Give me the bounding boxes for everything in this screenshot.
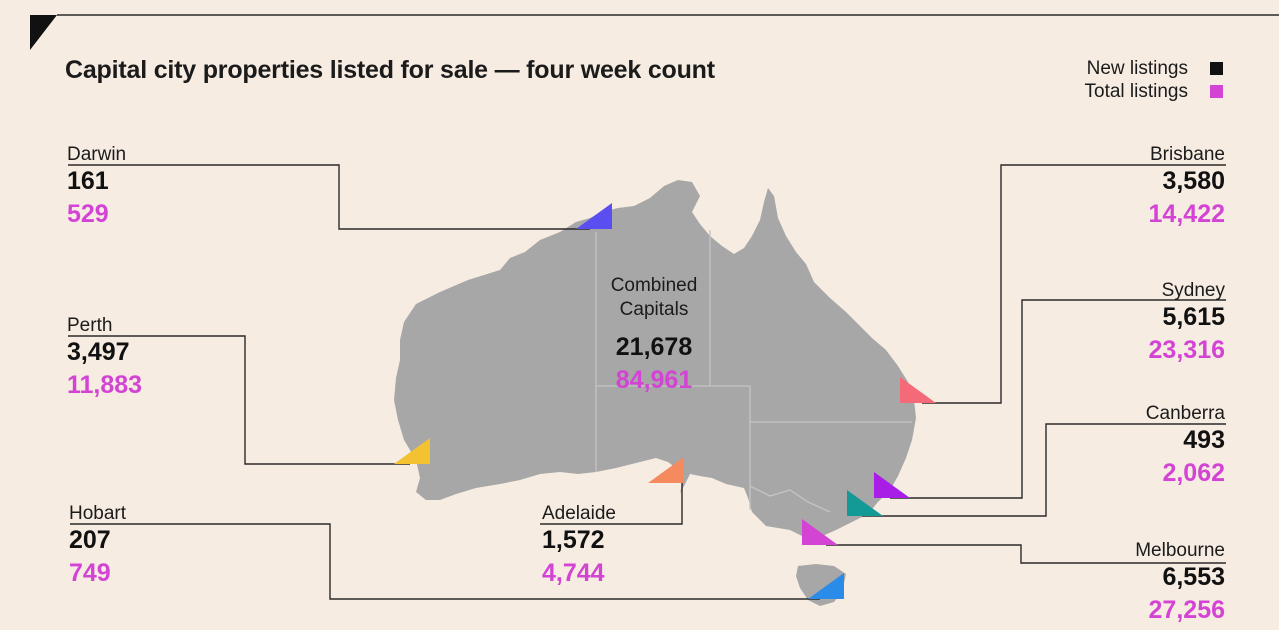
- city-new-value: 493: [1183, 426, 1225, 454]
- city-total-value: 529: [67, 200, 109, 228]
- city-name: Canberra: [1145, 403, 1225, 424]
- combined-new-value: 21,678: [615, 333, 693, 361]
- city-total-value: 4,744: [542, 559, 605, 587]
- city-total-value: 14,422: [1148, 200, 1225, 228]
- mainland-australia: [394, 180, 916, 538]
- city-total-value: 2,062: [1162, 459, 1225, 487]
- sydney-marker: [874, 472, 910, 498]
- city-name: Melbourne: [1135, 540, 1225, 561]
- city-new-value: 3,580: [1162, 167, 1225, 195]
- state-borders: [595, 230, 912, 513]
- city-new-value: 6,553: [1162, 563, 1225, 591]
- canberra-marker: [847, 490, 883, 516]
- city-perth: Perth 3,497 11,883: [67, 316, 142, 398]
- city-name: Brisbane: [1150, 144, 1225, 165]
- city-total-value: 749: [69, 559, 111, 587]
- city-name: Perth: [67, 315, 113, 336]
- legend-total-label: Total listings: [1084, 80, 1189, 102]
- city-name: Sydney: [1161, 280, 1225, 301]
- melbourne-marker: [802, 519, 838, 545]
- city-hobart: Hobart 207 749: [69, 504, 126, 586]
- legend-total: Total listings: [1084, 80, 1223, 103]
- city-canberra: Canberra 493 2,062: [1146, 404, 1225, 486]
- combined-capitals: Combined Capitals 21,678 84,961: [598, 274, 710, 393]
- darwin-marker: [576, 203, 612, 229]
- legend: New listings Total listings: [1084, 57, 1223, 103]
- legend-total-swatch: [1210, 85, 1223, 98]
- city-new-value: 207: [69, 526, 111, 554]
- combined-label-line2: Capitals: [619, 299, 689, 320]
- city-new-value: 161: [67, 167, 109, 195]
- city-name: Adelaide: [542, 503, 616, 524]
- legend-new-label: New listings: [1086, 57, 1188, 79]
- city-markers: [394, 203, 936, 599]
- city-brisbane: Brisbane 3,580 14,422: [1149, 145, 1225, 227]
- city-total-value: 23,316: [1148, 336, 1225, 364]
- city-new-value: 3,497: [67, 338, 130, 366]
- perth-marker: [394, 438, 430, 464]
- city-darwin: Darwin 161 529: [67, 145, 126, 227]
- city-new-value: 5,615: [1162, 303, 1225, 331]
- city-new-value: 1,572: [542, 526, 605, 554]
- leader-lines: [68, 164, 1226, 600]
- city-adelaide: Adelaide 1,572 4,744: [542, 504, 616, 586]
- hobart-marker: [808, 573, 844, 599]
- brisbane-marker: [900, 377, 936, 403]
- city-name: Darwin: [67, 144, 127, 165]
- city-sydney: Sydney 5,615 23,316: [1149, 281, 1225, 363]
- city-total-value: 11,883: [67, 371, 143, 399]
- page-title: Capital city properties listed for sale …: [65, 56, 715, 84]
- legend-new-swatch: [1210, 62, 1223, 75]
- city-melbourne: Melbourne 6,553 27,256: [1135, 541, 1225, 623]
- adelaide-marker: [648, 457, 684, 483]
- city-name: Hobart: [69, 503, 127, 524]
- legend-new: New listings: [1085, 57, 1223, 80]
- combined-label-line1: Combined: [610, 275, 698, 296]
- combined-total-value: 84,961: [615, 366, 693, 394]
- corner-mark: [30, 15, 57, 50]
- city-total-value: 27,256: [1148, 596, 1225, 624]
